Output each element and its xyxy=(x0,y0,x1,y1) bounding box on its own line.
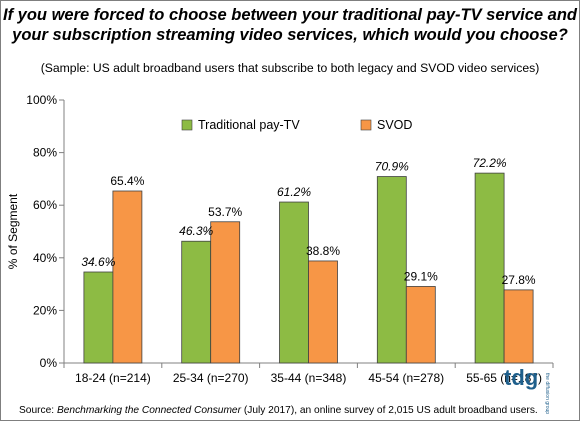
bar-traditional xyxy=(279,201,309,364)
y-tick-label: 100% xyxy=(26,93,57,107)
data-label-svod: 53.7% xyxy=(208,205,242,219)
bar-svod xyxy=(308,260,338,364)
x-tick-label: 55-65 (n=187) xyxy=(466,371,542,385)
source-suffix: (July 2017), an online survey of 2,015 U… xyxy=(241,405,538,416)
bar-traditional xyxy=(376,176,407,364)
x-tick-label: 35-44 (n=348) xyxy=(271,371,347,385)
source-note: Source: Benchmarking the Connected Consu… xyxy=(19,405,538,416)
chart-title: If you were forced to choose between you… xyxy=(3,6,577,44)
bar-svod xyxy=(210,221,241,364)
source-title: Benchmarking the Connected Consumer xyxy=(56,405,241,416)
data-label-svod: 65.4% xyxy=(110,174,144,188)
y-tick-label: 0% xyxy=(40,356,58,370)
legend-swatch-svod xyxy=(360,119,372,131)
x-tick-label: 18-24 (n=214) xyxy=(75,371,151,385)
y-tick-label: 20% xyxy=(33,303,57,317)
data-label-svod: 29.1% xyxy=(404,269,438,283)
x-tick-label: 45-54 (n=278) xyxy=(368,371,444,385)
data-label-svod: 27.8% xyxy=(502,273,536,287)
logo-mark: tdg xyxy=(504,365,538,390)
legend: Traditional pay-TV SVOD xyxy=(181,118,412,132)
axes: 0% 20% 40% 60% 80% 100% % of Segment 18-24 (n=2… xyxy=(6,93,554,385)
y-tick-label: 40% xyxy=(33,251,57,265)
source-prefix: Source: xyxy=(19,405,57,416)
bar-svod xyxy=(503,289,534,364)
data-label-traditional: 46.3% xyxy=(179,224,213,238)
bar-traditional xyxy=(83,271,114,364)
y-tick-label: 60% xyxy=(33,198,57,212)
data-label-traditional: 72.2% xyxy=(473,156,507,170)
bars xyxy=(83,172,534,364)
logo-tagline: the diffusion group xyxy=(544,373,550,414)
bar-svod xyxy=(405,286,436,364)
data-labels: 34.6% 46.3% 61.2% 70.9% 72.2% 65.4% 53.7% 38.8%… xyxy=(81,156,536,287)
y-axis-label: % of Segment xyxy=(6,193,20,269)
legend-label-svod: SVOD xyxy=(377,118,412,132)
y-tick-label: 80% xyxy=(33,146,57,160)
data-label-traditional: 70.9% xyxy=(375,160,409,174)
tdg-logo: tdg the diffusion group xyxy=(504,365,550,414)
data-label-traditional: 34.6% xyxy=(81,255,115,269)
legend-label-traditional: Traditional pay-TV xyxy=(198,118,300,132)
data-label-traditional: 61.2% xyxy=(277,185,311,199)
bar-traditional xyxy=(181,240,212,364)
x-tick-label: 25-34 (n=270) xyxy=(173,371,249,385)
chart-subtitle: (Sample: US adult broadband users that s… xyxy=(40,61,540,75)
legend-swatch-traditional xyxy=(181,119,193,131)
bar-svod xyxy=(112,190,143,364)
bar-traditional xyxy=(474,172,505,364)
data-label-svod: 38.8% xyxy=(306,244,340,258)
